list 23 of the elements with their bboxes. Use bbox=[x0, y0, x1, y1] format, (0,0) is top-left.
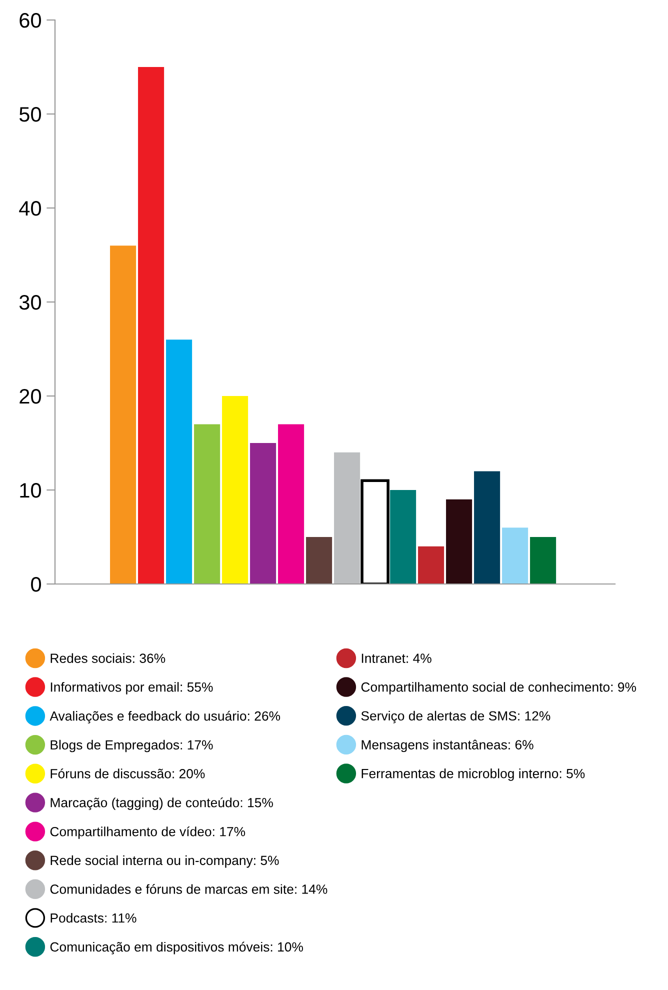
legend-label: Rede social interna ou in-company: 5% bbox=[50, 855, 279, 868]
legend-label: Compartilhamento social de conhecimento: 9% bbox=[361, 682, 636, 694]
legend-label: Compartilhamento de vídeo: 17% bbox=[50, 826, 246, 839]
legend-label: Serviço de alertas de SMS: 12% bbox=[361, 710, 550, 724]
legend-label: Podcasts: 11% bbox=[50, 912, 136, 923]
legend-label: Fóruns de discussão: 20% bbox=[50, 768, 205, 778]
y-tick-label: 30 bbox=[19, 295, 41, 310]
legend-label: Blogs de Empregados: 17% bbox=[50, 740, 213, 752]
legend-label: Ferramentas de microblog interno: 5% bbox=[362, 768, 585, 781]
legend-label: Comunidades e fóruns de marcas em site: 14% bbox=[50, 884, 328, 894]
legend-label: Marcação (tagging) de conteúdo: 15% bbox=[50, 797, 273, 810]
legend-label: Avaliações e feedback do usuário: 26% bbox=[50, 710, 280, 724]
legend-label: Intranet: 4% bbox=[362, 654, 432, 663]
y-tick-label: 10 bbox=[20, 483, 41, 498]
y-tick-label: 60 bbox=[20, 13, 41, 28]
y-tick-label: 0 bbox=[31, 577, 41, 592]
legend-label: Informativos por email: 55% bbox=[50, 682, 213, 694]
y-tick-label: 50 bbox=[19, 107, 41, 122]
legend-label: Mensagens instantâneas: 6% bbox=[362, 740, 534, 752]
legend-label: Redes sociais: 36% bbox=[50, 653, 166, 663]
y-tick-label: 40 bbox=[19, 201, 41, 216]
y-tick-label: 20 bbox=[20, 389, 41, 404]
legend-label: Comunicação em dispositivos móveis: 10% bbox=[50, 942, 303, 954]
